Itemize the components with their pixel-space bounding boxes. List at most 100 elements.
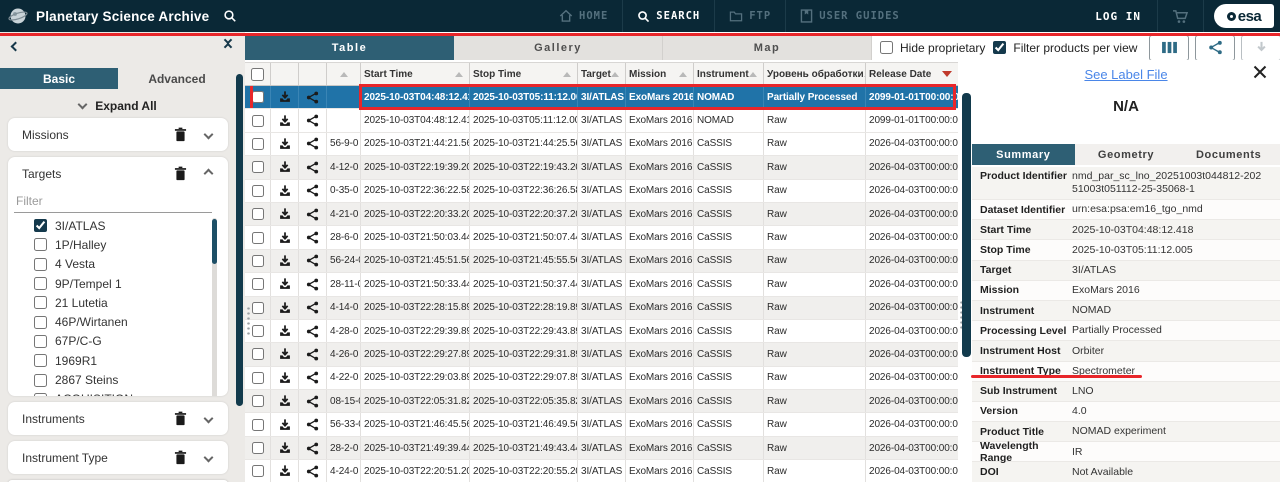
download-icon[interactable] <box>278 371 292 385</box>
share-icon[interactable] <box>306 442 319 455</box>
target-checkbox[interactable] <box>34 238 47 252</box>
row-checkbox[interactable] <box>251 208 264 221</box>
target-checkbox[interactable] <box>34 354 47 368</box>
targets-scrollbar-track[interactable] <box>212 218 217 396</box>
download-icon[interactable] <box>278 418 292 432</box>
share-icon[interactable] <box>306 371 319 384</box>
collapse-sidebar-icon[interactable] <box>10 41 21 52</box>
tab-gallery[interactable]: Gallery <box>454 35 663 60</box>
tab-geometry[interactable]: Geometry <box>1097 148 1155 161</box>
row-checkbox[interactable] <box>251 278 264 291</box>
share-icon[interactable] <box>306 254 319 267</box>
see-label-file-link[interactable]: See Label File <box>1084 67 1168 82</box>
title-search-icon[interactable] <box>223 9 237 23</box>
share-button[interactable] <box>1195 34 1236 61</box>
id-column-header[interactable] <box>327 63 361 85</box>
table-row[interactable]: 08-15-0 2025-10-03T22:05:31.822 2025-10-… <box>245 390 958 414</box>
row-checkbox[interactable] <box>251 161 264 174</box>
download-icon[interactable] <box>278 160 292 174</box>
target-option[interactable]: 21 Lutetia <box>8 293 228 312</box>
row-checkbox[interactable] <box>251 184 264 197</box>
columns-button[interactable] <box>1149 34 1190 61</box>
trash-icon[interactable] <box>174 411 187 426</box>
share-icon[interactable] <box>306 395 319 408</box>
table-row[interactable]: 28-11-0 2025-10-03T21:50:33.440 2025-10-… <box>245 273 958 297</box>
target-checkbox[interactable] <box>34 219 47 233</box>
table-row[interactable]: 56-24-0 2025-10-03T21:45:51.567 2025-10-… <box>245 249 958 274</box>
table-row[interactable]: 2025-10-03T04:48:12.418 2025-10-03T05:11… <box>245 86 958 110</box>
table-row[interactable]: 28-2-0 2025-10-03T21:49:39.440 2025-10-0… <box>245 436 958 461</box>
collapse-vertical-icon[interactable] <box>223 35 233 52</box>
share-icon[interactable] <box>306 114 319 127</box>
table-scrollbar-thumb[interactable] <box>962 93 971 357</box>
download-icon[interactable] <box>278 324 292 338</box>
chevron-down-icon[interactable] <box>203 413 214 424</box>
start-time-column-header[interactable]: Start Time <box>361 63 470 85</box>
target-checkbox[interactable] <box>34 334 47 348</box>
share-icon[interactable] <box>306 184 319 197</box>
download-icon[interactable] <box>278 394 292 408</box>
download-icon[interactable] <box>278 137 292 151</box>
log-in-button[interactable]: LOG IN <box>1095 9 1141 23</box>
share-icon[interactable] <box>306 348 319 361</box>
target-checkbox[interactable] <box>34 296 47 310</box>
target-option[interactable]: 67P/C-G <box>8 332 228 351</box>
row-checkbox[interactable] <box>251 371 264 384</box>
table-row[interactable]: 56-33-0 2025-10-03T21:46:45.567 2025-10-… <box>245 413 958 437</box>
row-checkbox[interactable] <box>251 348 264 361</box>
table-row[interactable]: 0-35-0 2025-10-03T22:36:22.581 2025-10-0… <box>245 179 958 203</box>
target-column-header[interactable]: Target <box>578 63 626 85</box>
download-icon[interactable] <box>278 464 292 478</box>
share-icon[interactable] <box>306 418 319 431</box>
table-row[interactable]: 4-28-0 2025-10-03T22:29:39.890 2025-10-0… <box>245 319 958 344</box>
trash-icon[interactable] <box>174 127 187 142</box>
nav-user-guides[interactable]: USER GUIDES <box>786 0 914 32</box>
esa-logo[interactable]: esa <box>1214 4 1274 28</box>
download-icon[interactable] <box>278 277 292 291</box>
download-icon[interactable] <box>278 184 292 198</box>
target-option[interactable]: 1P/Halley <box>8 235 228 254</box>
table-row[interactable]: 4-24-0 2025-10-03T22:20:51.202 2025-10-0… <box>245 460 958 482</box>
download-icon[interactable] <box>278 301 292 315</box>
tab-documents[interactable]: Documents <box>1196 148 1262 161</box>
download-icon[interactable] <box>278 254 292 268</box>
chevron-up-icon[interactable] <box>203 168 214 179</box>
target-checkbox[interactable] <box>34 373 47 387</box>
instruments-card-header[interactable]: Instruments <box>8 402 228 435</box>
row-checkbox[interactable] <box>251 442 264 455</box>
table-row[interactable]: 4-26-0 2025-10-03T22:29:27.890 2025-10-0… <box>245 343 958 367</box>
mission-column-header[interactable]: Mission <box>626 63 694 85</box>
instrument-type-card-header[interactable]: Instrument Type <box>8 441 228 474</box>
share-icon[interactable] <box>306 278 319 291</box>
tab-table[interactable]: Table <box>245 35 454 60</box>
expand-all-toggle[interactable]: Expand All <box>0 95 236 117</box>
share-icon[interactable] <box>306 231 319 244</box>
target-checkbox[interactable] <box>34 392 47 396</box>
target-option[interactable]: ACQUISITION <box>8 390 228 396</box>
share-icon[interactable] <box>306 137 319 150</box>
share-icon[interactable] <box>306 208 319 221</box>
sidebar-scrollbar-thumb[interactable] <box>236 74 243 406</box>
row-checkbox[interactable] <box>251 301 264 314</box>
target-option[interactable]: 46P/Wirtanen <box>8 312 228 331</box>
chevron-down-icon[interactable] <box>203 452 214 463</box>
target-checkbox[interactable] <box>34 277 47 291</box>
processing-level-column-header[interactable]: Уровень обработки <box>764 63 866 85</box>
trash-icon[interactable] <box>174 450 187 465</box>
table-row[interactable]: 4-22-0 2025-10-03T22:29:03.890 2025-10-0… <box>245 366 958 391</box>
download-icon[interactable] <box>278 90 292 104</box>
target-option[interactable]: 2867 Steins <box>8 370 228 389</box>
close-icon[interactable] <box>1252 64 1268 80</box>
download-icon[interactable] <box>278 207 292 221</box>
row-checkbox[interactable] <box>251 254 264 267</box>
table-row[interactable]: 2025-10-03T04:48:12.418 2025-10-03T05:11… <box>245 109 958 133</box>
table-row[interactable]: 4-12-0 2025-10-03T22:19:39.202 2025-10-0… <box>245 156 958 180</box>
target-option[interactable]: 4 Vesta <box>8 255 228 274</box>
hide-proprietary-option[interactable]: Hide proprietary <box>880 41 985 55</box>
share-icon[interactable] <box>306 301 319 314</box>
nav-ftp[interactable]: FTP <box>715 0 785 32</box>
row-checkbox[interactable] <box>251 418 264 431</box>
tab-summary[interactable]: Summary <box>972 144 1075 165</box>
table-row[interactable]: 56-9-0 2025-10-03T21:44:21.567 2025-10-0… <box>245 132 958 157</box>
download-button[interactable] <box>1241 34 1280 61</box>
